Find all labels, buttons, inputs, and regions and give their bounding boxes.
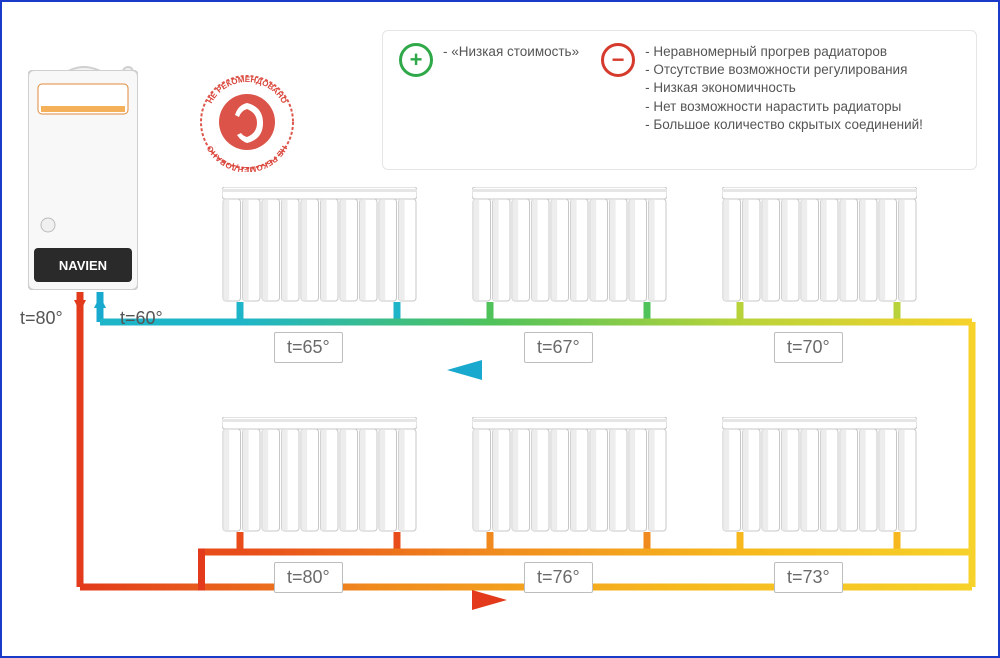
temp-r5: t=76° (524, 562, 593, 593)
supply-flow-arrow (472, 590, 507, 610)
radiator (722, 417, 917, 537)
return-flow-arrow (447, 360, 482, 380)
radiator (222, 187, 417, 307)
radiator (472, 187, 667, 307)
temp-r2: t=67° (524, 332, 593, 363)
radiator (222, 417, 417, 537)
temp-r3: t=70° (774, 332, 843, 363)
radiator (472, 417, 667, 537)
temp-r1: t=65° (274, 332, 343, 363)
diagram-canvas: + - «Низкая стоимость» − - Неравномерный… (0, 0, 1000, 658)
return-temp-label: t=60° (120, 308, 163, 329)
pipe-network (2, 2, 1000, 658)
temp-r6: t=73° (774, 562, 843, 593)
supply-temp-label: t=80° (20, 308, 63, 329)
temp-r4: t=80° (274, 562, 343, 593)
radiator (722, 187, 917, 307)
